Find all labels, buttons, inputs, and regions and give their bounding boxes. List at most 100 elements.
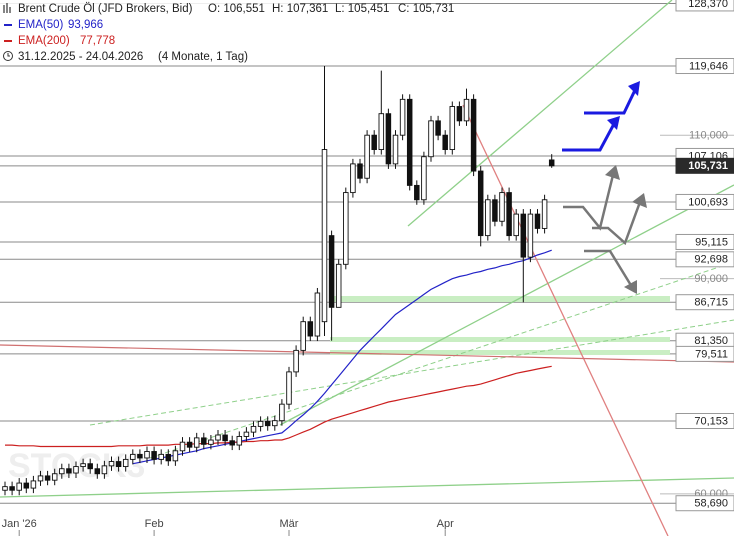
y-label-box xyxy=(675,345,734,362)
y-tick-label: 100,693 xyxy=(688,196,728,208)
candle-body xyxy=(229,440,235,446)
candle-body xyxy=(335,263,342,308)
trendline xyxy=(279,184,734,426)
candle-body xyxy=(456,106,463,122)
candle-body xyxy=(534,213,541,229)
ohlc: L: 105,451 xyxy=(335,3,389,15)
candle-body xyxy=(485,199,491,237)
candle-body xyxy=(193,437,200,448)
candle-body xyxy=(449,106,456,150)
y-label-box xyxy=(675,251,734,268)
candle-body xyxy=(215,434,221,441)
arrow xyxy=(624,280,637,294)
candle-body xyxy=(527,213,534,258)
legend-bg xyxy=(0,0,300,64)
y-tick-label: 81,350 xyxy=(694,335,728,347)
candle-body xyxy=(520,213,527,258)
ema-line xyxy=(132,249,552,465)
y-tick-label: 92,698 xyxy=(694,254,728,266)
candle-body xyxy=(314,292,321,337)
candle-body xyxy=(179,441,186,452)
candle-body xyxy=(165,453,172,462)
candle-body xyxy=(392,134,399,165)
candle-body xyxy=(222,434,228,442)
candle-body xyxy=(357,163,363,179)
zone xyxy=(330,350,670,355)
candle-body xyxy=(321,149,328,323)
arrow xyxy=(628,81,640,96)
legend: Brent Crude Öl (JFD Brokers, Bid) O: 106… xyxy=(0,0,454,64)
x-tick-label: Jan '26 xyxy=(2,518,37,530)
candle-body xyxy=(414,184,420,201)
y-tick-label: 110,000 xyxy=(689,130,728,142)
candle-body xyxy=(328,235,335,308)
x-tick-label: Mär xyxy=(280,518,299,530)
trendline xyxy=(0,477,734,498)
arrow xyxy=(563,174,615,231)
y-tick-label: 58,690 xyxy=(694,498,728,510)
candle-body xyxy=(186,441,193,448)
y-label-box xyxy=(675,495,734,512)
y-tick-label: 86,715 xyxy=(694,297,728,309)
candle-body xyxy=(158,453,164,460)
candle-body xyxy=(2,486,8,491)
legend-label: EMA(50) xyxy=(18,19,64,31)
icon xyxy=(3,51,13,61)
candle-body xyxy=(108,461,115,467)
candle-body xyxy=(385,113,392,165)
candle-body xyxy=(399,98,406,136)
candle-body xyxy=(463,98,470,122)
candle-body xyxy=(208,439,214,445)
candle-body xyxy=(59,468,65,475)
candle-body xyxy=(506,192,512,237)
candle-body xyxy=(477,170,484,237)
candle-body xyxy=(9,486,15,491)
candle-body xyxy=(513,213,519,237)
candle-body xyxy=(144,451,150,459)
candle-body xyxy=(87,463,93,470)
y-label-box xyxy=(675,157,734,174)
y-tick-label: 70,153 xyxy=(694,415,728,427)
candle-body xyxy=(421,156,427,201)
period-note: (4 Monate, 1 Tag) xyxy=(158,51,248,63)
icon xyxy=(3,3,11,13)
candle-body xyxy=(499,192,505,222)
ema-line xyxy=(5,365,552,448)
candle-body xyxy=(293,349,299,373)
zone xyxy=(330,296,670,302)
candle-body xyxy=(236,435,243,446)
x-tick-label: Apr xyxy=(437,518,454,530)
trendline xyxy=(0,344,734,363)
arrow xyxy=(584,87,638,115)
candle-body xyxy=(172,450,179,462)
y-tick-label: 119,646 xyxy=(689,60,728,72)
ohlc: C: 105,731 xyxy=(398,3,454,15)
candle-body xyxy=(272,420,278,427)
candle-body xyxy=(279,403,285,422)
candle-body xyxy=(115,461,122,468)
x-tick-label: Feb xyxy=(145,518,164,530)
candle-body xyxy=(73,466,79,474)
candle-body xyxy=(364,134,370,179)
candle-body xyxy=(94,468,101,475)
candle-body xyxy=(122,458,129,468)
candle-body xyxy=(151,451,157,460)
y-label-box xyxy=(675,58,734,75)
arrow xyxy=(607,116,620,130)
candle-body xyxy=(101,465,108,475)
period: 31.12.2025 - 24.04.2026 xyxy=(18,51,143,63)
y-label-box xyxy=(675,233,734,250)
candle-body xyxy=(80,463,86,468)
levels xyxy=(0,2,734,504)
candle-body xyxy=(51,473,58,481)
candle-body xyxy=(137,453,143,459)
candle-body xyxy=(66,468,72,474)
arrow xyxy=(632,193,647,208)
candle-body xyxy=(492,199,498,222)
candle-body xyxy=(16,482,22,491)
candle-body xyxy=(243,431,250,437)
candle-body xyxy=(130,453,136,460)
candle-body xyxy=(406,98,413,186)
candle-body xyxy=(44,475,51,481)
